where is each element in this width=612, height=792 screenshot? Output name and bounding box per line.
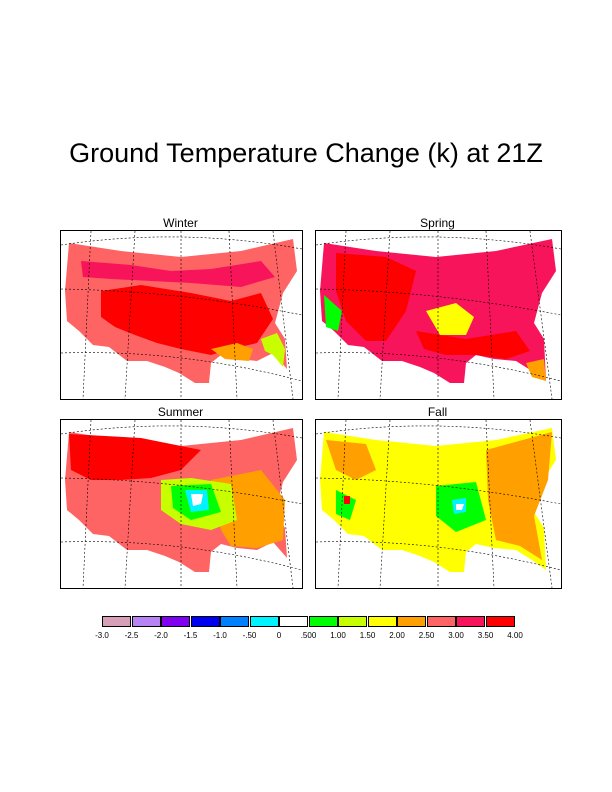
winter-band [81, 261, 275, 287]
colorbar-label: -2.0 [154, 631, 168, 640]
panel-title-fall: Fall [427, 405, 448, 419]
figure-title: Ground Temperature Change (k) at 21Z [69, 138, 543, 168]
panel-title-winter: Winter [163, 216, 198, 230]
panel-title-spring: Spring [420, 216, 455, 230]
colorbar-label: 4.00 [507, 631, 523, 640]
fall-white [456, 504, 464, 510]
map-panel-fall [315, 419, 562, 589]
map-panel-winter [60, 230, 303, 400]
winter-map [61, 231, 302, 399]
colorbar-label: 1.00 [330, 631, 346, 640]
fall-orange-west [326, 440, 376, 480]
map-panel-summer [60, 419, 303, 589]
graticule [316, 231, 561, 399]
colorbar-swatch [131, 616, 161, 627]
colorbar-swatch [161, 616, 190, 627]
fall-green-west [336, 490, 356, 520]
spring-map [316, 231, 561, 399]
colorbar-swatch [308, 616, 338, 627]
map-panel-spring [315, 230, 562, 400]
summer-map [61, 420, 302, 588]
fall-red-spot [344, 496, 350, 504]
spring-orange [526, 359, 546, 381]
winter-orange [211, 343, 253, 361]
spring-green [324, 295, 342, 331]
spring-red [336, 253, 416, 341]
colorbar-label: -.50 [242, 631, 257, 640]
colorbar-label: -1.0 [213, 631, 227, 640]
colorbar-label: .500 [300, 631, 317, 640]
winter-yellow [261, 333, 285, 367]
graticule [61, 420, 302, 588]
colorbar-swatch [220, 616, 249, 627]
colorbar-swatch [456, 616, 485, 627]
summer-white [191, 494, 203, 506]
colorbar-swatch [485, 616, 515, 627]
colorbar-swatch [367, 616, 397, 627]
colorbar-label: 3.50 [477, 631, 494, 640]
panel-title-summer: Summer [157, 405, 204, 419]
colorbar-swatch [397, 616, 426, 627]
graticule [316, 420, 561, 588]
colorbar-label: 2.50 [418, 631, 435, 640]
graticule [61, 231, 302, 399]
colorbar-label: -1.5 [183, 631, 198, 640]
colorbar-swatch [426, 616, 456, 627]
colorbar-swatch [279, 616, 308, 627]
colorbar-label: 1.50 [359, 631, 376, 640]
fall-map [316, 420, 561, 588]
colorbar-label: 2.00 [389, 631, 405, 640]
colorbar-swatch [190, 616, 220, 627]
colorbar-swatch [102, 616, 131, 627]
colorbar-label: 3.00 [448, 631, 464, 640]
summer-red [69, 434, 201, 480]
colorbar-label: 0 [276, 631, 282, 640]
colorbar-label: -3.0 [95, 631, 109, 640]
colorbar-swatch [338, 616, 367, 627]
colorbar-swatch [249, 616, 279, 627]
colorbar-label: -2.5 [124, 631, 139, 640]
spring-red-east [416, 331, 530, 359]
